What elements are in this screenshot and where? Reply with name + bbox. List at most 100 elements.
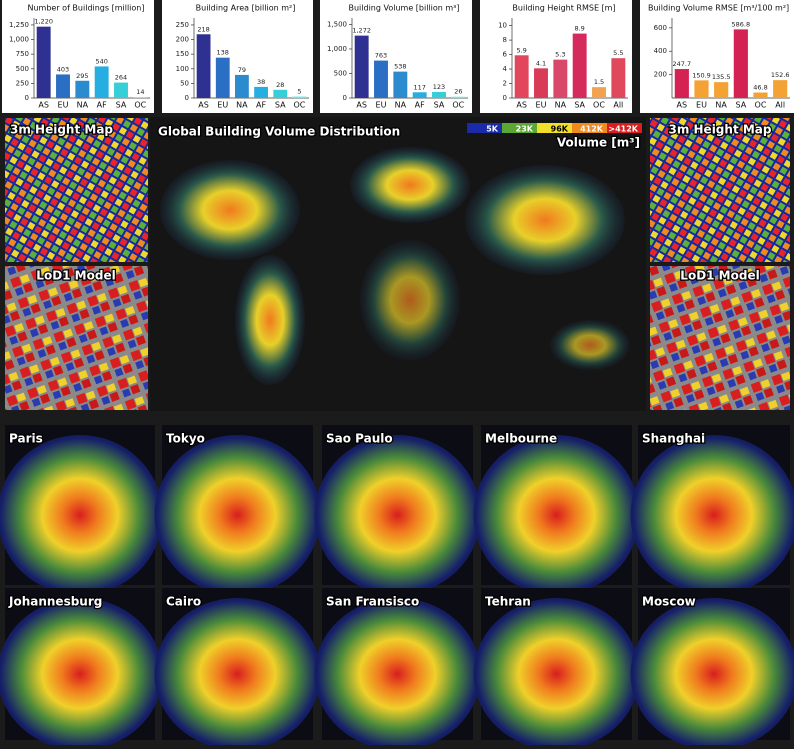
value-label: 295 — [76, 72, 88, 80]
city-heat — [314, 598, 481, 749]
y-tick-label: 500 — [16, 65, 29, 73]
y-tick-label: 50 — [180, 79, 189, 87]
bar — [196, 34, 211, 98]
city-label: Shanghai — [642, 432, 705, 446]
value-label: 152.6 — [771, 71, 790, 79]
value-label: 8.9 — [574, 25, 584, 33]
chart: Building Height RMSE [m] 0 2 4 6 8 10 5.9 AS 4.1 E… — [480, 0, 632, 113]
y-tick-label: 500 — [334, 69, 347, 77]
legend-swatch — [537, 123, 572, 133]
value-label: 247.7 — [673, 60, 692, 68]
y-tick-label: 250 — [16, 79, 29, 87]
chart-title: Number of Buildings [million] — [28, 4, 145, 13]
x-tick-label: SA — [116, 101, 127, 110]
bar — [374, 60, 388, 98]
bar — [56, 74, 70, 98]
chart-title: Building Volume RMSE [m³/100 m²] — [648, 4, 789, 13]
value-label: 403 — [57, 65, 69, 73]
bar — [114, 82, 128, 98]
legend-label: 412K — [580, 125, 604, 134]
chart-title: Building Area [billion m²] — [196, 4, 296, 13]
inset-image — [650, 118, 790, 262]
city-heat — [0, 598, 163, 749]
bar — [674, 69, 689, 98]
value-label: 138 — [217, 49, 229, 57]
x-tick-label: OC — [134, 101, 146, 110]
value-label: 218 — [197, 25, 209, 33]
x-tick-label: AS — [356, 101, 367, 110]
bar — [254, 86, 268, 98]
value-label: 4.1 — [536, 59, 546, 67]
bar — [36, 26, 51, 98]
bar — [292, 96, 307, 98]
value-label: 538 — [394, 63, 406, 71]
charts: Number of Buildings [million] 0 250 500 750 1… — [2, 0, 794, 113]
bar — [553, 59, 568, 98]
value-label: 123 — [433, 83, 445, 91]
value-label: 26 — [454, 88, 462, 96]
x-tick-label: EU — [58, 101, 69, 110]
chart-title: Building Height RMSE [m] — [512, 4, 615, 13]
x-tick-label: NA — [236, 101, 248, 110]
bar — [412, 92, 427, 98]
value-label: 14 — [136, 88, 144, 96]
value-label: 763 — [375, 52, 387, 60]
bar — [514, 55, 529, 98]
chart: Building Area [billion m²] 0 50 100 150 200 25… — [162, 0, 313, 113]
x-tick-label: NA — [555, 101, 567, 110]
city-label: Tehran — [485, 595, 531, 609]
x-tick-label: AF — [97, 101, 107, 110]
inset-image — [650, 266, 790, 410]
bar — [694, 80, 709, 98]
legend: 5K 23K 96K 412K >412K — [467, 123, 642, 134]
bar — [534, 68, 548, 98]
legend-swatch — [467, 123, 502, 133]
bar — [592, 87, 606, 98]
value-label: 135.5 — [712, 73, 731, 81]
x-tick-label: SA — [735, 101, 746, 110]
bar — [75, 80, 90, 98]
x-tick-label: NA — [77, 101, 89, 110]
x-tick-label: EU — [696, 101, 707, 110]
inset-image — [5, 118, 148, 262]
bar — [133, 97, 148, 98]
y-tick-label: 1,250 — [9, 21, 29, 29]
y-tick-label: 750 — [16, 50, 29, 58]
value-label: 1,220 — [34, 18, 53, 26]
x-tick-label: OC — [755, 101, 767, 110]
land — [360, 240, 460, 360]
value-label: 46.8 — [753, 84, 767, 92]
bar — [733, 29, 748, 98]
value-label: 1,272 — [352, 27, 371, 35]
inset-label: LoD1 Model — [36, 269, 115, 283]
value-label: 5.5 — [613, 49, 623, 57]
y-tick-label: 0 — [185, 94, 189, 102]
map-section: 3m Height Map LoD1 Model 3m Height Map L… — [5, 117, 790, 411]
bar — [432, 91, 446, 98]
y-tick-label: 10 — [498, 22, 507, 30]
inset-label: LoD1 Model — [680, 269, 759, 283]
bar — [753, 92, 768, 98]
y-tick-label: 600 — [654, 24, 667, 32]
value-label: 540 — [95, 57, 107, 65]
inset-label: 3m Height Map — [10, 123, 113, 137]
bar — [273, 89, 288, 98]
land — [465, 165, 625, 275]
value-label: 150.9 — [692, 71, 711, 79]
city-label: Cairo — [166, 595, 201, 609]
city-label: San Fransisco — [326, 595, 419, 609]
legend-swatch — [502, 123, 537, 133]
x-tick-label: EU — [217, 101, 228, 110]
bar — [611, 58, 626, 98]
x-tick-label: NA — [395, 101, 407, 110]
land — [235, 255, 305, 385]
legend-title: Volume [m³] — [557, 136, 640, 150]
x-tick-label: SA — [434, 101, 445, 110]
chart: Building Volume [billion m³] 0 500 1,000 1,5… — [320, 0, 472, 113]
bar — [773, 80, 788, 98]
value-label: 5.3 — [555, 51, 565, 59]
y-tick-label: 1,000 — [327, 45, 347, 53]
x-tick-label: AF — [256, 101, 266, 110]
bar — [354, 35, 369, 98]
x-tick-label: AS — [38, 101, 49, 110]
